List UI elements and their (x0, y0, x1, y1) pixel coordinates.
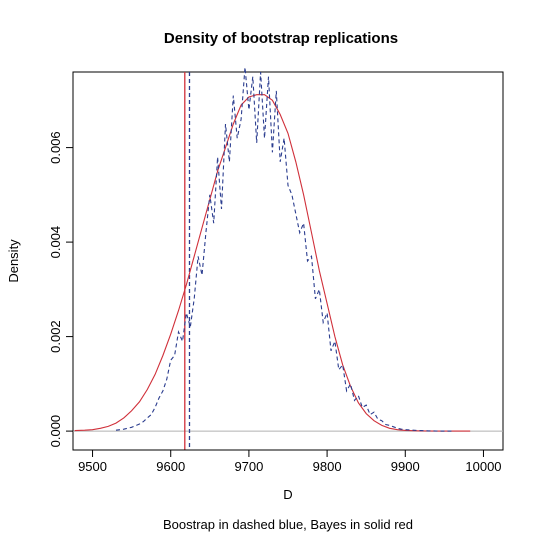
x-tick-label: 9900 (391, 459, 420, 474)
y-tick-label: 0.006 (48, 131, 63, 164)
y-axis: 0.000 0.002 0.004 0.006 (48, 131, 74, 448)
y-tick-label: 0.004 (48, 226, 63, 259)
chart-subtitle: Boostrap in dashed blue, Bayes in solid … (163, 517, 413, 532)
bayes-density-line (74, 94, 471, 432)
x-axis: 9500 9600 9700 9800 9900 10000 (78, 449, 502, 474)
vertical-lines (184, 72, 191, 450)
x-tick-label: 9600 (156, 459, 185, 474)
x-tick-label: 9800 (313, 459, 342, 474)
x-tick-label: 10000 (465, 459, 501, 474)
chart-title: Density of bootstrap replications (164, 30, 398, 47)
bootstrap-density-line (115, 67, 453, 432)
x-tick-label: 9500 (78, 459, 107, 474)
y-tick-label: 0.000 (48, 415, 63, 448)
y-tick-label: 0.002 (48, 320, 63, 353)
y-axis-label: Density (6, 239, 21, 283)
x-axis-label: D (283, 487, 292, 502)
plot-area (72, 67, 504, 451)
plot-frame (72, 71, 504, 451)
x-tick-label: 9700 (234, 459, 263, 474)
series-group (74, 67, 471, 432)
